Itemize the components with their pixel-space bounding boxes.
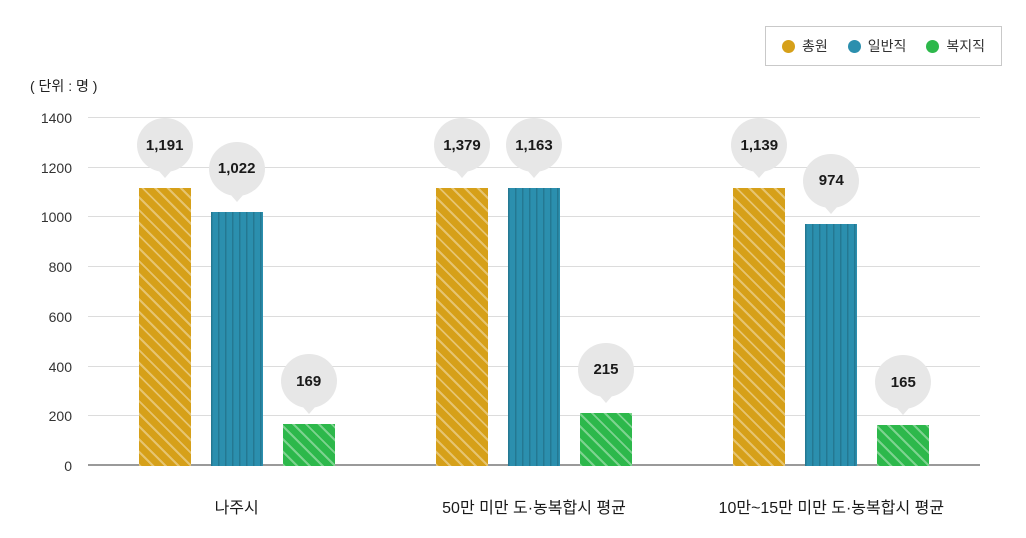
bar-cell: 169 bbox=[280, 118, 337, 466]
legend-swatch-icon bbox=[847, 39, 861, 53]
value-bubble: 974 bbox=[803, 153, 860, 208]
bar-cell: 215 bbox=[577, 118, 634, 466]
bar bbox=[138, 188, 191, 466]
bar-cell: 974 bbox=[803, 118, 860, 466]
y-tick-label: 0 bbox=[64, 458, 72, 474]
bar-cell: 1,139 bbox=[731, 118, 788, 466]
value-bubble: 1,163 bbox=[505, 118, 562, 172]
bar-cell: 1,191 bbox=[136, 118, 193, 466]
y-tick-label: 1000 bbox=[40, 209, 72, 226]
bar bbox=[579, 412, 632, 466]
legend-swatch-icon bbox=[781, 39, 795, 53]
value-bubble: 215 bbox=[577, 342, 634, 397]
bar bbox=[805, 223, 858, 466]
x-axis-label: 10만~15만 미만 도·농복합시 평균 bbox=[718, 500, 945, 517]
y-tick-label: 200 bbox=[48, 408, 72, 425]
bar-cell: 1,163 bbox=[505, 118, 562, 466]
legend-swatch-icon bbox=[926, 39, 940, 53]
bar-group: 1,379 1,163 215 bbox=[385, 118, 682, 466]
bar bbox=[507, 188, 560, 466]
legend-item-bokjijik: 복지직 bbox=[926, 36, 985, 56]
value-bubble: 1,022 bbox=[208, 141, 265, 196]
legend-label: 일반직 bbox=[867, 38, 907, 54]
legend-item-ilbanjik: 일반직 bbox=[847, 36, 907, 56]
y-tick-label: 1400 bbox=[40, 110, 72, 126]
y-tick-label: 800 bbox=[48, 259, 72, 276]
value-bubble: 169 bbox=[280, 354, 337, 408]
legend-item-chongwon: 총원 bbox=[781, 36, 828, 56]
bar-group: 1,191 1,022 169 bbox=[88, 118, 385, 466]
plot-area: 1,191 1,022 169 1,379 1,163 215 1,139 974 165 bbox=[88, 117, 980, 466]
y-tick-label: 1200 bbox=[40, 159, 72, 176]
bar bbox=[435, 188, 488, 466]
bar bbox=[210, 211, 263, 466]
y-tick-label: 600 bbox=[48, 308, 72, 325]
legend-label: 총원 bbox=[801, 38, 828, 54]
value-bubble: 1,379 bbox=[433, 118, 490, 172]
bar bbox=[733, 188, 786, 466]
legend: 총원 일반직 복지직 bbox=[764, 26, 1002, 66]
bar bbox=[282, 424, 335, 466]
bar-cell: 165 bbox=[875, 118, 932, 466]
bar bbox=[877, 425, 930, 466]
y-tick-label: 400 bbox=[48, 358, 72, 375]
value-bubble: 1,139 bbox=[731, 118, 788, 172]
bar-groups: 1,191 1,022 169 1,379 1,163 215 1,139 974 165 bbox=[88, 118, 980, 466]
bar-cell: 1,379 bbox=[433, 118, 490, 466]
bar-group: 1,139 974 165 bbox=[683, 118, 980, 466]
x-axis-labels: 나주시 50만 미만 도·농복합시 평균 10만~15만 미만 도·농복합시 평균 bbox=[88, 494, 980, 518]
value-bubble: 165 bbox=[875, 355, 932, 409]
value-bubble: 1,191 bbox=[136, 118, 193, 172]
x-axis-label: 나주시 bbox=[214, 500, 259, 517]
unit-label: ( 단위 : 명 ) bbox=[30, 78, 98, 94]
bar-cell: 1,022 bbox=[208, 118, 265, 466]
y-axis: 0 200 400 600 800 1000 1200 1400 bbox=[18, 110, 78, 474]
legend-label: 복지직 bbox=[946, 38, 985, 54]
x-axis-label: 50만 미만 도·농복합시 평균 bbox=[442, 500, 626, 517]
